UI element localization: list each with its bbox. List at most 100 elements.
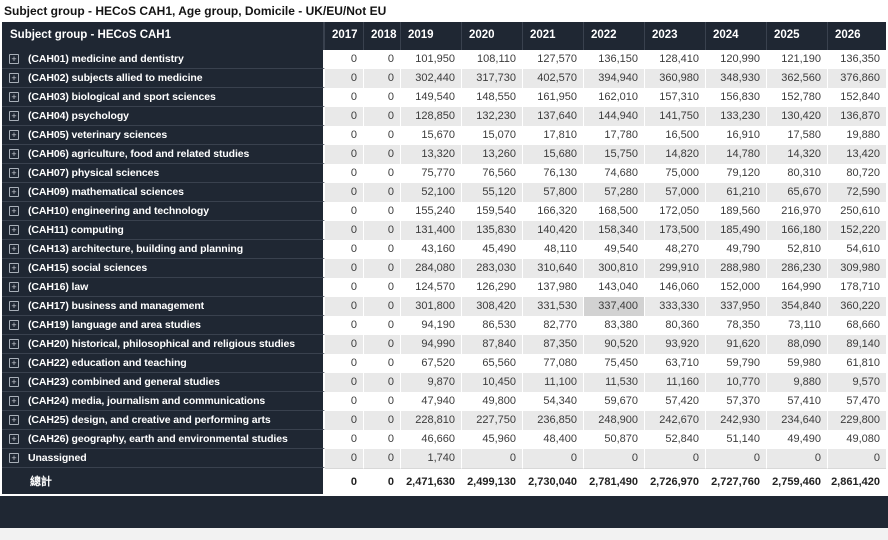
value-cell[interactable]: 348,930 <box>705 69 766 88</box>
value-cell[interactable]: 79,120 <box>705 164 766 183</box>
value-cell[interactable]: 63,710 <box>644 354 705 373</box>
value-cell[interactable]: 61,210 <box>705 183 766 202</box>
value-cell[interactable]: 354,840 <box>766 297 827 316</box>
value-cell[interactable]: 57,280 <box>583 183 644 202</box>
value-cell[interactable]: 59,980 <box>766 354 827 373</box>
value-cell[interactable]: 74,680 <box>583 164 644 183</box>
expand-plus-icon[interactable]: + <box>9 149 19 159</box>
row-label[interactable]: + (CAH04) psychology <box>2 107 325 126</box>
value-cell[interactable]: 162,010 <box>583 88 644 107</box>
value-cell[interactable]: 2,759,460 <box>766 468 827 494</box>
value-cell-selected[interactable]: 337,400 <box>583 297 644 316</box>
value-cell[interactable]: 0 <box>363 69 400 88</box>
value-cell[interactable]: 0 <box>325 183 363 202</box>
value-cell[interactable]: 2,726,970 <box>644 468 705 494</box>
value-cell[interactable]: 234,640 <box>766 411 827 430</box>
value-cell[interactable]: 76,560 <box>461 164 522 183</box>
row-label[interactable]: + (CAH23) combined and general studies <box>2 373 325 392</box>
value-cell[interactable]: 166,320 <box>522 202 583 221</box>
value-cell[interactable]: 54,340 <box>522 392 583 411</box>
value-cell[interactable]: 120,990 <box>705 50 766 69</box>
value-cell[interactable]: 88,090 <box>766 335 827 354</box>
row-label[interactable]: + Unassigned <box>2 449 325 468</box>
value-cell[interactable]: 0 <box>705 449 766 468</box>
value-cell[interactable]: 156,830 <box>705 88 766 107</box>
value-cell[interactable]: 317,730 <box>461 69 522 88</box>
value-cell[interactable]: 49,490 <box>766 430 827 449</box>
expand-plus-icon[interactable]: + <box>9 206 19 216</box>
value-cell[interactable]: 0 <box>522 449 583 468</box>
value-cell[interactable]: 0 <box>325 50 363 69</box>
row-label[interactable]: + (CAH17) business and management <box>2 297 325 316</box>
value-cell[interactable]: 308,420 <box>461 297 522 316</box>
value-cell[interactable]: 137,640 <box>522 107 583 126</box>
value-cell[interactable]: 168,500 <box>583 202 644 221</box>
column-header-year[interactable]: 2024 <box>705 22 766 50</box>
value-cell[interactable]: 46,660 <box>400 430 461 449</box>
row-label[interactable]: + (CAH26) geography, earth and environmen… <box>2 430 325 449</box>
value-cell[interactable]: 2,781,490 <box>583 468 644 494</box>
value-cell[interactable]: 94,990 <box>400 335 461 354</box>
column-header-year[interactable]: 2019 <box>400 22 461 50</box>
value-cell[interactable]: 80,720 <box>827 164 886 183</box>
value-cell[interactable]: 2,861,420 <box>827 468 886 494</box>
column-header-year[interactable]: 2025 <box>766 22 827 50</box>
value-cell[interactable]: 10,770 <box>705 373 766 392</box>
value-cell[interactable]: 128,410 <box>644 50 705 69</box>
value-cell[interactable]: 0 <box>325 297 363 316</box>
value-cell[interactable]: 51,140 <box>705 430 766 449</box>
value-cell[interactable]: 16,910 <box>705 126 766 145</box>
value-cell[interactable]: 48,400 <box>522 430 583 449</box>
expand-plus-icon[interactable]: + <box>9 111 19 121</box>
value-cell[interactable]: 288,980 <box>705 259 766 278</box>
value-cell[interactable]: 0 <box>644 449 705 468</box>
value-cell[interactable]: 75,450 <box>583 354 644 373</box>
value-cell[interactable]: 337,950 <box>705 297 766 316</box>
value-cell[interactable]: 149,540 <box>400 88 461 107</box>
value-cell[interactable]: 52,100 <box>400 183 461 202</box>
value-cell[interactable]: 250,610 <box>827 202 886 221</box>
value-cell[interactable]: 9,870 <box>400 373 461 392</box>
value-cell[interactable]: 75,770 <box>400 164 461 183</box>
value-cell[interactable]: 50,870 <box>583 430 644 449</box>
value-cell[interactable]: 13,320 <box>400 145 461 164</box>
value-cell[interactable]: 144,940 <box>583 107 644 126</box>
value-cell[interactable]: 17,780 <box>583 126 644 145</box>
value-cell[interactable]: 283,030 <box>461 259 522 278</box>
row-label[interactable]: + (CAH22) education and teaching <box>2 354 325 373</box>
value-cell[interactable]: 49,080 <box>827 430 886 449</box>
value-cell[interactable]: 0 <box>325 430 363 449</box>
value-cell[interactable]: 124,570 <box>400 278 461 297</box>
row-label[interactable]: + (CAH07) physical sciences <box>2 164 325 183</box>
value-cell[interactable]: 82,770 <box>522 316 583 335</box>
row-label[interactable]: + (CAH16) law <box>2 278 325 297</box>
value-cell[interactable]: 0 <box>325 69 363 88</box>
row-label[interactable]: + (CAH01) medicine and dentistry <box>2 50 325 69</box>
column-header-year[interactable]: 2018 <box>363 22 400 50</box>
value-cell[interactable]: 77,080 <box>522 354 583 373</box>
value-cell[interactable]: 0 <box>827 449 886 468</box>
value-cell[interactable]: 172,050 <box>644 202 705 221</box>
value-cell[interactable]: 189,560 <box>705 202 766 221</box>
value-cell[interactable]: 166,180 <box>766 221 827 240</box>
value-cell[interactable]: 301,800 <box>400 297 461 316</box>
value-cell[interactable]: 131,400 <box>400 221 461 240</box>
value-cell[interactable]: 57,410 <box>766 392 827 411</box>
value-cell[interactable]: 185,490 <box>705 221 766 240</box>
value-cell[interactable]: 43,160 <box>400 240 461 259</box>
expand-plus-icon[interactable]: + <box>9 358 19 368</box>
expand-plus-icon[interactable]: + <box>9 453 19 463</box>
expand-plus-icon[interactable]: + <box>9 130 19 140</box>
value-cell[interactable]: 14,820 <box>644 145 705 164</box>
value-cell[interactable]: 0 <box>363 354 400 373</box>
value-cell[interactable]: 0 <box>325 126 363 145</box>
value-cell[interactable]: 47,940 <box>400 392 461 411</box>
value-cell[interactable]: 0 <box>766 449 827 468</box>
value-cell[interactable]: 73,110 <box>766 316 827 335</box>
value-cell[interactable]: 152,780 <box>766 88 827 107</box>
value-cell[interactable]: 45,490 <box>461 240 522 259</box>
value-cell[interactable]: 242,670 <box>644 411 705 430</box>
value-cell[interactable]: 1,740 <box>400 449 461 468</box>
value-cell[interactable]: 152,220 <box>827 221 886 240</box>
value-cell[interactable]: 13,260 <box>461 145 522 164</box>
